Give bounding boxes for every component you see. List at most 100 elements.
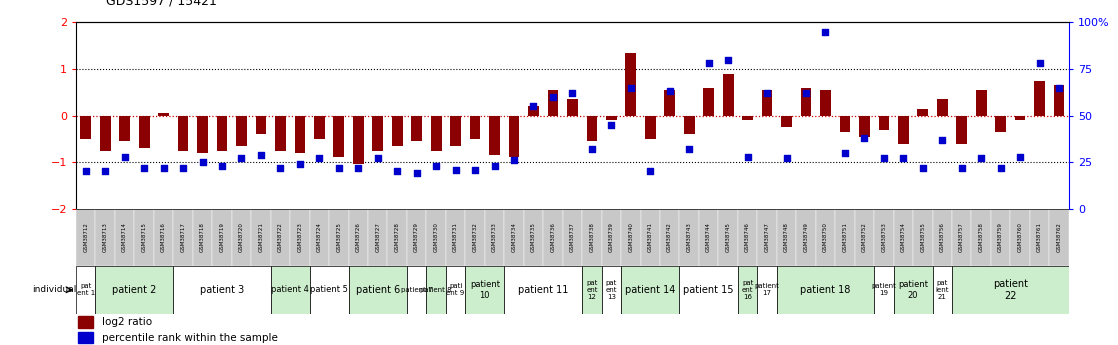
Bar: [291, 209, 310, 266]
Bar: [465, 209, 485, 266]
Point: [973, 156, 991, 161]
Bar: [192, 209, 212, 266]
Point: [622, 85, 639, 90]
Bar: [898, 116, 909, 144]
Text: GSM38757: GSM38757: [959, 222, 964, 252]
Point: [427, 163, 445, 169]
Bar: [95, 209, 115, 266]
Bar: [757, 209, 777, 266]
Text: patient
22: patient 22: [993, 279, 1027, 300]
Bar: [78, 316, 93, 328]
Bar: [76, 266, 95, 314]
Bar: [543, 209, 562, 266]
Point: [855, 135, 873, 141]
Text: patient 2: patient 2: [112, 285, 157, 295]
Bar: [937, 99, 948, 116]
Point: [913, 165, 931, 170]
Text: individual: individual: [31, 285, 76, 294]
Point: [154, 165, 172, 170]
Bar: [918, 109, 928, 116]
Bar: [548, 90, 558, 116]
Point: [485, 163, 503, 169]
Text: patient 18: patient 18: [800, 285, 851, 295]
Bar: [893, 266, 932, 314]
Text: GSM38714: GSM38714: [122, 222, 127, 252]
Text: GSM38746: GSM38746: [745, 222, 750, 252]
Text: patient
10: patient 10: [470, 280, 500, 299]
Text: percentile rank within the sample: percentile rank within the sample: [102, 333, 278, 343]
Bar: [426, 209, 446, 266]
Text: GSM38718: GSM38718: [200, 222, 205, 252]
Bar: [430, 116, 442, 150]
Text: pat
ent 1: pat ent 1: [77, 283, 95, 296]
Point: [816, 29, 834, 34]
Bar: [641, 209, 660, 266]
Bar: [271, 266, 310, 314]
Text: GSM38751: GSM38751: [843, 222, 847, 252]
Bar: [761, 90, 773, 116]
Text: GSM38732: GSM38732: [473, 222, 477, 252]
Text: GSM38736: GSM38736: [550, 222, 556, 252]
Text: GSM38717: GSM38717: [181, 222, 186, 252]
Text: log2 ratio: log2 ratio: [102, 317, 152, 327]
Point: [233, 156, 250, 161]
Text: GSM38758: GSM38758: [978, 222, 984, 252]
Bar: [562, 209, 582, 266]
Text: GSM38745: GSM38745: [726, 222, 731, 252]
Point: [1031, 61, 1049, 66]
Text: GSM38712: GSM38712: [83, 222, 88, 252]
Bar: [333, 116, 344, 157]
Bar: [294, 116, 305, 153]
Point: [311, 156, 329, 161]
Bar: [275, 116, 286, 150]
Bar: [582, 209, 601, 266]
Text: pat
ent
13: pat ent 13: [606, 280, 617, 300]
Text: patient 6: patient 6: [356, 285, 400, 295]
Bar: [1050, 209, 1069, 266]
Point: [758, 90, 776, 96]
Point: [524, 104, 542, 109]
Bar: [120, 116, 130, 141]
Bar: [392, 116, 402, 146]
Point: [214, 163, 231, 169]
Text: patient
17: patient 17: [755, 283, 779, 296]
Bar: [217, 116, 227, 150]
Bar: [699, 209, 719, 266]
Point: [719, 57, 737, 62]
Bar: [173, 209, 192, 266]
Bar: [854, 209, 874, 266]
Bar: [913, 209, 932, 266]
Bar: [953, 209, 972, 266]
Bar: [446, 266, 465, 314]
Bar: [859, 116, 870, 137]
Bar: [485, 209, 504, 266]
Bar: [407, 209, 426, 266]
Point: [466, 167, 484, 172]
Bar: [800, 88, 812, 116]
Text: pat
ient
21: pat ient 21: [936, 280, 949, 300]
Bar: [956, 116, 967, 144]
Bar: [353, 116, 363, 165]
Text: GSM38730: GSM38730: [434, 222, 438, 252]
Bar: [349, 266, 407, 314]
Point: [739, 154, 757, 159]
Bar: [645, 116, 655, 139]
Text: GSM38741: GSM38741: [647, 222, 653, 252]
Bar: [796, 209, 816, 266]
Bar: [197, 116, 208, 153]
Text: patient 3: patient 3: [200, 285, 244, 295]
Bar: [757, 266, 777, 314]
Bar: [159, 113, 169, 116]
Bar: [528, 106, 539, 116]
Bar: [1054, 85, 1064, 116]
Bar: [256, 116, 266, 134]
Point: [349, 165, 367, 170]
Text: patient 7: patient 7: [401, 287, 433, 293]
Bar: [816, 209, 835, 266]
Bar: [154, 209, 173, 266]
Text: GSM38720: GSM38720: [239, 222, 244, 252]
Text: GSM38739: GSM38739: [609, 222, 614, 252]
Text: GSM38737: GSM38737: [570, 222, 575, 252]
Bar: [777, 209, 796, 266]
Text: patient
20: patient 20: [898, 280, 928, 299]
